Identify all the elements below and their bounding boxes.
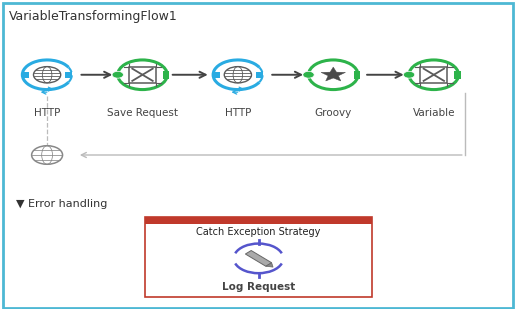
Bar bbox=[420, 67, 447, 83]
Polygon shape bbox=[266, 263, 273, 267]
Text: HTTP: HTTP bbox=[34, 108, 60, 118]
FancyBboxPatch shape bbox=[145, 217, 372, 297]
Text: Save Request: Save Request bbox=[107, 108, 178, 118]
Text: Log Request: Log Request bbox=[222, 282, 295, 292]
Circle shape bbox=[112, 71, 124, 78]
Text: Variable: Variable bbox=[413, 108, 455, 118]
FancyBboxPatch shape bbox=[213, 72, 220, 78]
Polygon shape bbox=[246, 250, 271, 266]
Circle shape bbox=[309, 60, 358, 90]
Text: VariableTransformingFlow1: VariableTransformingFlow1 bbox=[8, 10, 177, 23]
Ellipse shape bbox=[22, 60, 72, 90]
Circle shape bbox=[32, 146, 63, 164]
Circle shape bbox=[303, 71, 314, 78]
Circle shape bbox=[409, 60, 459, 90]
Circle shape bbox=[403, 71, 415, 78]
Polygon shape bbox=[321, 67, 345, 81]
FancyBboxPatch shape bbox=[65, 72, 72, 78]
FancyBboxPatch shape bbox=[163, 71, 169, 79]
Text: Groovy: Groovy bbox=[315, 108, 352, 118]
Text: ▼ Error handling: ▼ Error handling bbox=[16, 199, 108, 209]
FancyBboxPatch shape bbox=[256, 72, 263, 78]
Circle shape bbox=[118, 60, 167, 90]
Bar bbox=[129, 67, 156, 83]
Ellipse shape bbox=[213, 60, 263, 90]
FancyBboxPatch shape bbox=[22, 72, 29, 78]
Text: HTTP: HTTP bbox=[225, 108, 251, 118]
Text: Catch Exception Strategy: Catch Exception Strategy bbox=[196, 227, 321, 237]
FancyBboxPatch shape bbox=[454, 71, 461, 79]
FancyBboxPatch shape bbox=[145, 217, 372, 224]
FancyBboxPatch shape bbox=[354, 71, 360, 79]
